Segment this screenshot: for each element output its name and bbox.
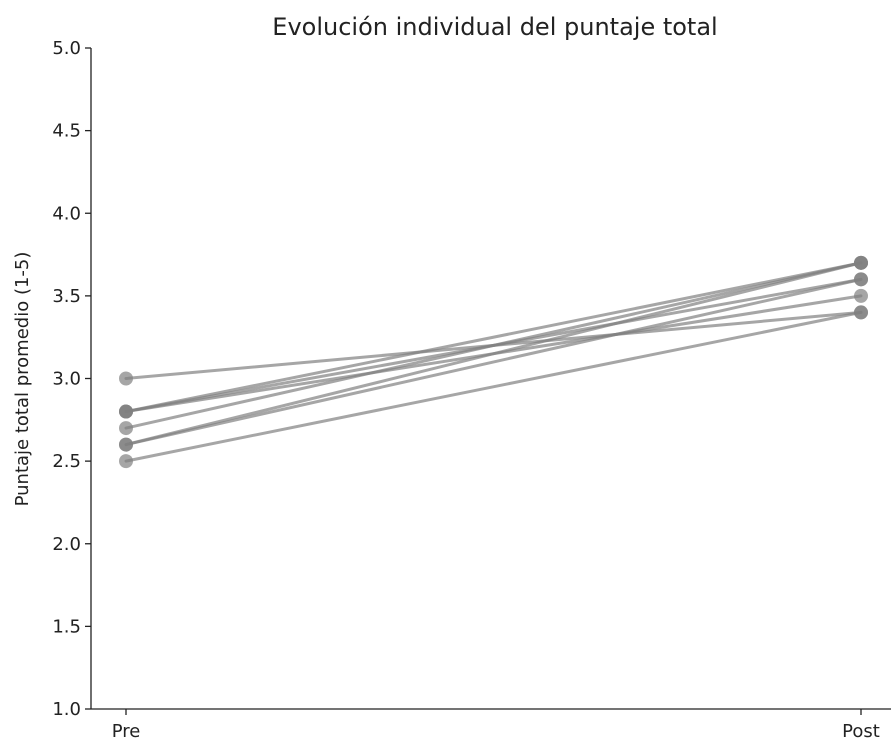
data-point [854, 272, 868, 287]
y-tick-label: 3.0 [52, 369, 81, 390]
series-line [124, 310, 863, 463]
data-point [854, 305, 868, 320]
y-tick-label: 3.5 [52, 286, 81, 307]
series-line [124, 261, 863, 414]
y-tick-label: 5.0 [52, 38, 81, 59]
data-point [119, 437, 133, 452]
y-tick-label: 1.0 [52, 699, 81, 720]
chart-title: Evolución individual del puntaje total [272, 13, 717, 41]
y-tick-label: 2.5 [52, 451, 81, 472]
y-tick-label: 4.0 [52, 203, 81, 224]
series-line [124, 261, 863, 447]
y-tick-label: 2.0 [52, 534, 81, 555]
data-point [119, 454, 133, 469]
x-tick-label: Post [842, 721, 880, 742]
data-point [119, 421, 133, 436]
series-layer [119, 255, 868, 469]
series-line [124, 277, 863, 447]
series-line [124, 261, 863, 430]
y-tick-label: 4.5 [52, 121, 81, 142]
y-axis-label: Puntaje total promedio (1-5) [12, 252, 33, 507]
data-point [854, 255, 868, 270]
data-point [119, 371, 133, 386]
axis-layer: 1.0 1.5 2.0 2.5 3.0 3.5 4.0 4.5 5.0 Pre Post [52, 38, 891, 742]
series-7 [119, 255, 868, 452]
data-point [854, 288, 868, 303]
x-tick-label: Pre [112, 721, 141, 742]
y-tick-label: 1.5 [52, 616, 81, 637]
data-point [119, 404, 133, 419]
series-8 [119, 305, 868, 469]
